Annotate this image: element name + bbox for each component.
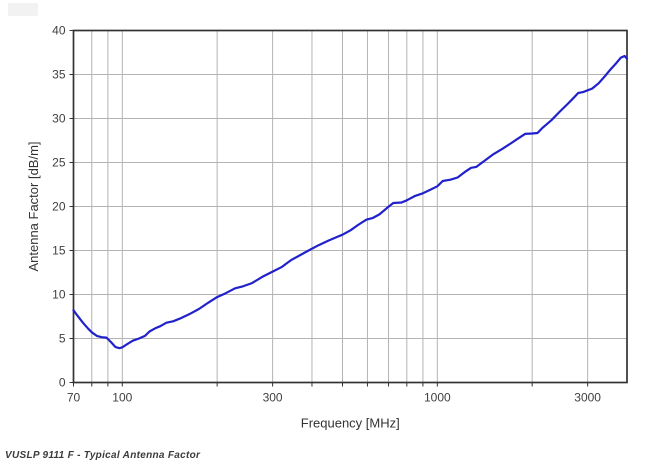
x-tick-label: 3000 (574, 391, 601, 405)
x-tick-label: 1000 (424, 391, 451, 405)
x-tick-label: 70 (67, 391, 81, 405)
y-tick-label: 30 (52, 112, 66, 126)
y-tick-label: 0 (59, 376, 66, 390)
y-tick-label: 5 (59, 332, 66, 346)
data-line (72, 54, 629, 350)
chart-caption: VUSLP 9111 F - Typical Antenna Factor (5, 450, 201, 461)
y-tick-label: 10 (52, 288, 66, 302)
y-tick-label: 40 (52, 24, 66, 38)
scan-artifact (8, 3, 38, 16)
y-axis-title: Antenna Factor [dB/m] (26, 141, 41, 271)
y-tick-label: 25 (52, 156, 66, 170)
y-tick-label: 20 (52, 200, 66, 214)
y-tick-label: 15 (52, 244, 66, 258)
x-tick-label: 100 (112, 391, 132, 405)
plot-border (72, 29, 628, 384)
x-axis-title: Frequency [MHz] (301, 416, 400, 431)
x-tick-label: 300 (263, 391, 283, 405)
y-tick-label: 35 (52, 68, 66, 82)
